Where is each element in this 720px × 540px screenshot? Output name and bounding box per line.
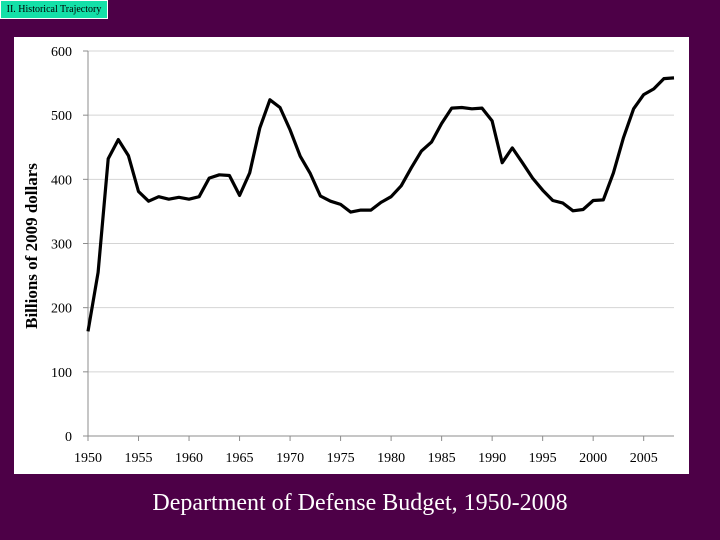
section-tag: II. Historical Trajectory xyxy=(0,0,108,19)
x-tick-label-1975: 1975 xyxy=(327,451,355,466)
x-tick-label-1990: 1990 xyxy=(478,451,506,466)
axes xyxy=(83,50,674,441)
y-tick-label-500: 500 xyxy=(51,109,72,124)
line-chart: 0 100 200 300 400 500 600 1950 1955 1960 1965 1970 1… xyxy=(22,45,675,466)
y-tick-label-0: 0 xyxy=(65,430,72,445)
gridlines xyxy=(88,50,674,373)
x-tick-label-2000: 2000 xyxy=(579,451,607,466)
x-tick-label-1980: 1980 xyxy=(377,451,405,466)
tick-labels: 0 100 200 300 400 500 600 1950 1955 1960 1965 1970 1… xyxy=(51,45,658,466)
x-tick-label-1995: 1995 xyxy=(529,451,557,466)
y-axis-label: Billions of 2009 dollars xyxy=(22,163,41,329)
chart-panel: 0 100 200 300 400 500 600 1950 1955 1960 1965 1970 1… xyxy=(14,37,689,474)
y-tick-label-300: 300 xyxy=(51,238,72,253)
series-layer xyxy=(86,76,675,332)
x-tick-label-1965: 1965 xyxy=(226,451,254,466)
y-tick-label-100: 100 xyxy=(51,366,72,381)
x-tick-label-2005: 2005 xyxy=(630,451,658,466)
chart-title: Department of Defense Budget, 1950-2008 xyxy=(152,490,568,516)
y-tick-label-600: 600 xyxy=(51,45,72,60)
x-tick-label-1950: 1950 xyxy=(74,451,102,466)
x-tick-label-1955: 1955 xyxy=(125,451,153,466)
x-tick-label-1985: 1985 xyxy=(428,451,456,466)
x-tick-label-1960: 1960 xyxy=(175,451,203,466)
x-tick-label-1970: 1970 xyxy=(276,451,304,466)
y-tick-label-200: 200 xyxy=(51,302,72,317)
series-line-0 xyxy=(86,76,675,332)
y-tick-label-400: 400 xyxy=(51,173,72,188)
